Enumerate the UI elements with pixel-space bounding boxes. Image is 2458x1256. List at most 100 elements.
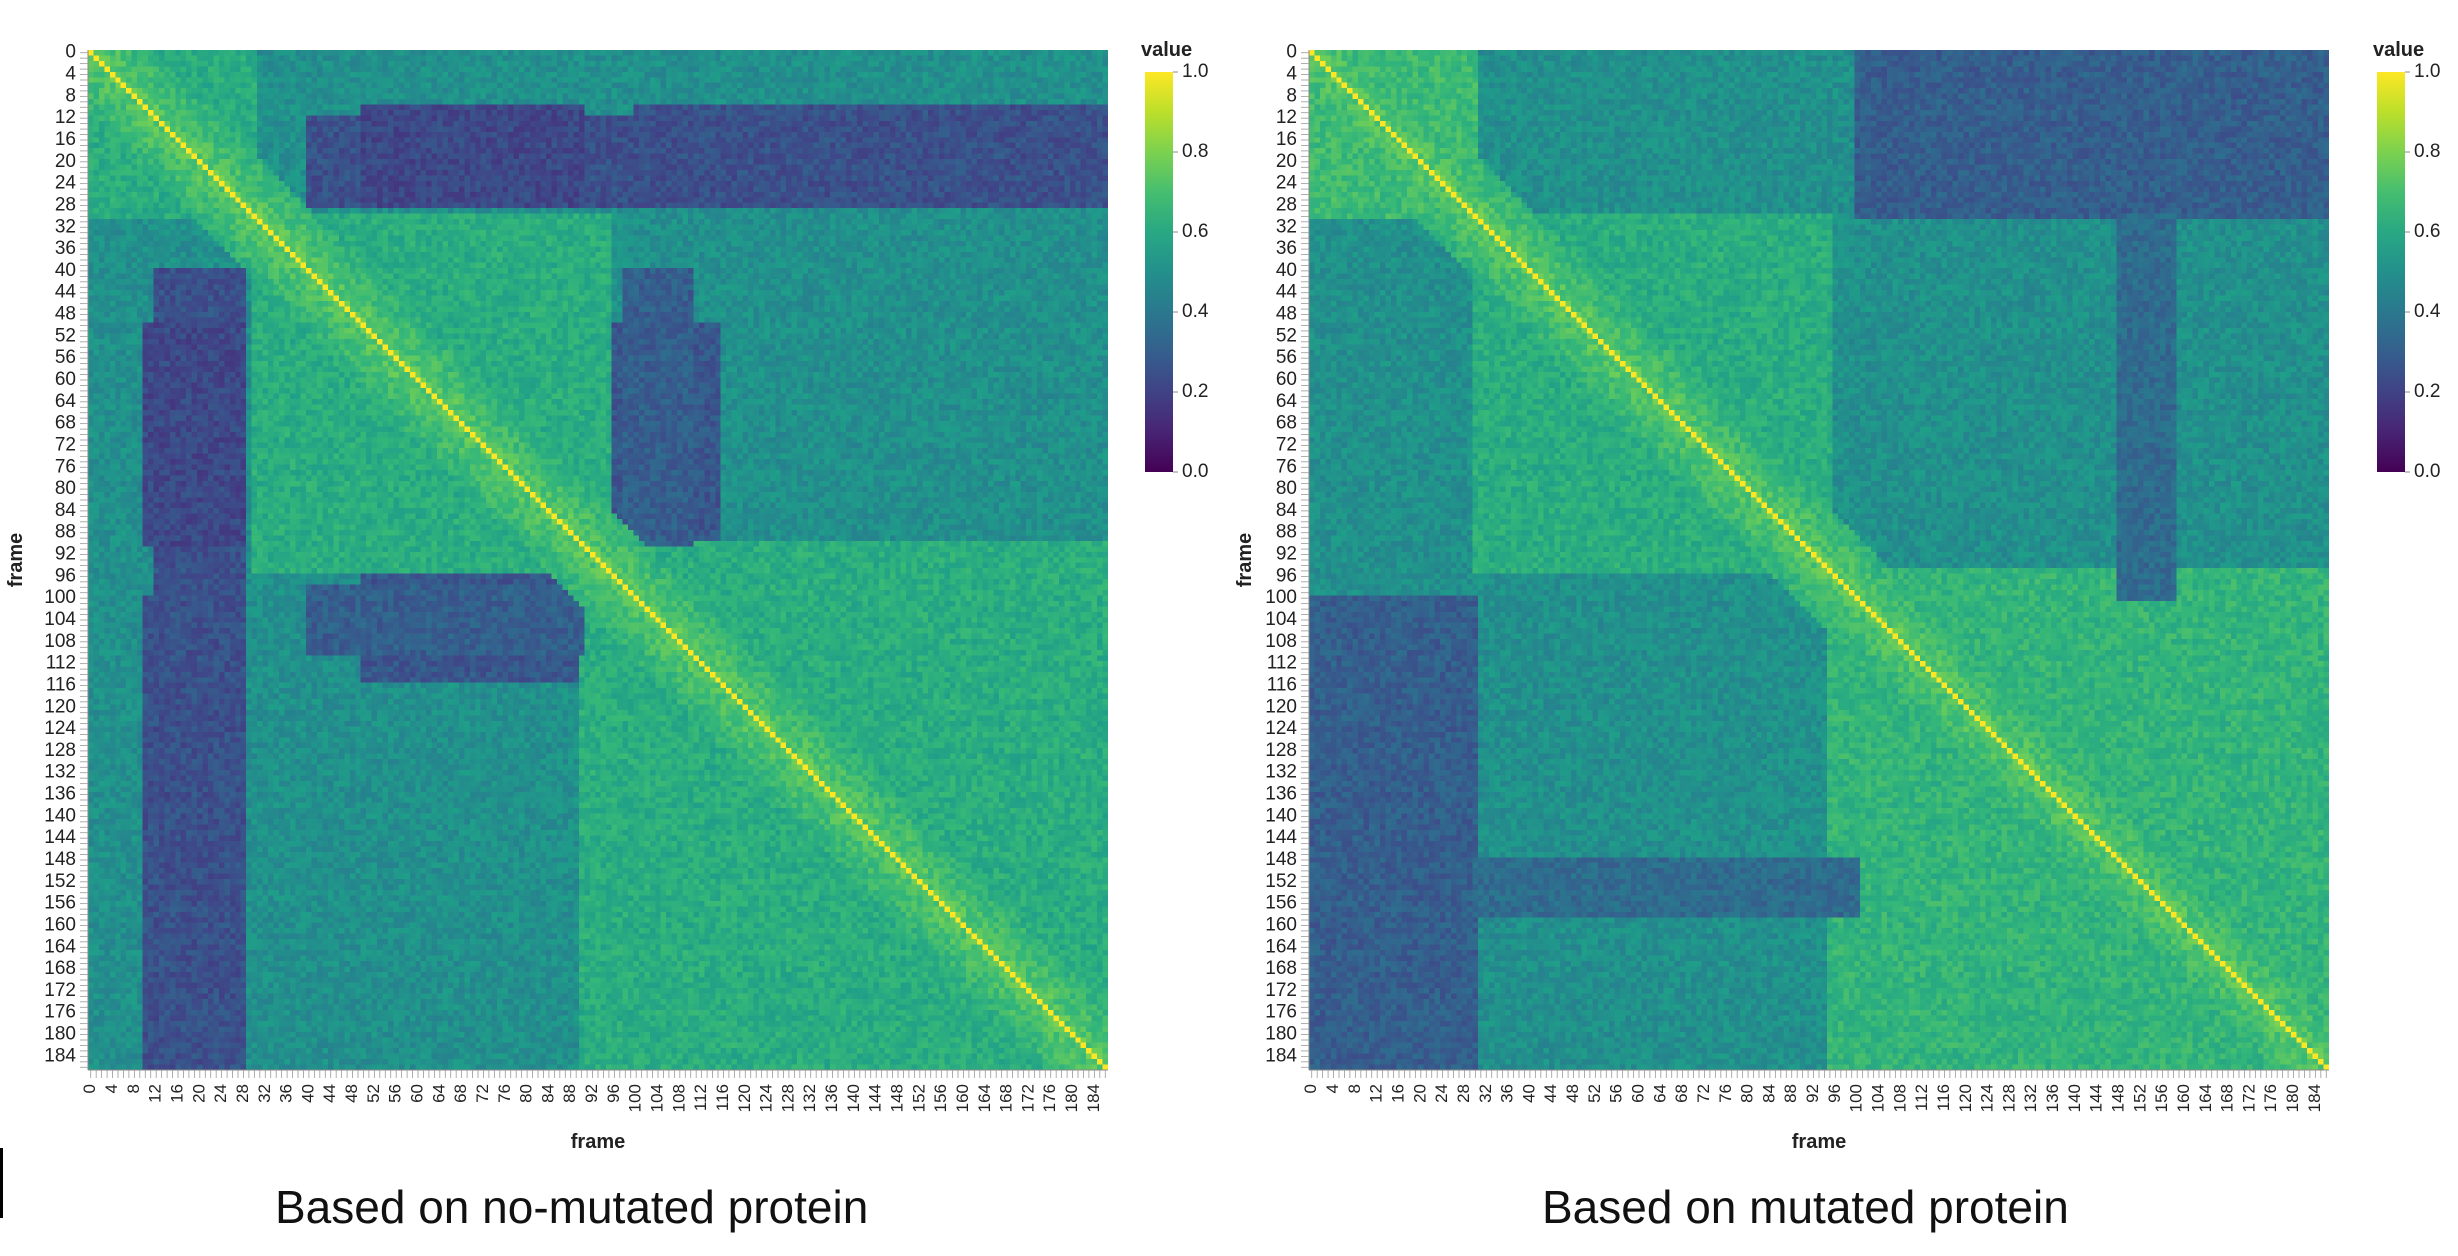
y-tick-label: 132 — [44, 762, 76, 783]
legend-colorbar — [1145, 72, 1173, 472]
x-tick-label: 144 — [866, 1084, 885, 1112]
legend-tick-label: 0.0 — [1182, 461, 1208, 482]
x-tick-label: 88 — [1781, 1084, 1800, 1103]
y-tick-label: 48 — [55, 304, 76, 325]
x-tick-label: 8 — [1345, 1084, 1364, 1093]
y-tick-label: 148 — [44, 849, 76, 870]
y-tick-label: 40 — [1276, 260, 1297, 281]
x-tick-label: 84 — [1759, 1084, 1778, 1103]
y-tick-label: 32 — [1276, 216, 1297, 237]
x-tick-label: 80 — [1738, 1084, 1757, 1103]
x-tick-label: 72 — [1694, 1084, 1713, 1103]
y-tick-label: 72 — [1276, 434, 1297, 455]
x-tick-label: 68 — [1672, 1084, 1691, 1103]
right-heatmap-chart: 0 4 8 12 16 20 24 28 32 36 40 44 48 52 56 60 64 68 72 76 80 8… — [1234, 39, 2441, 1153]
x-tick-label: 100 — [1847, 1084, 1866, 1112]
y-tick-label: 16 — [55, 129, 76, 150]
y-tick-label: 12 — [55, 107, 76, 128]
y-tick-label: 92 — [55, 544, 76, 565]
x-tick-label: 112 — [691, 1084, 710, 1111]
y-tick-label: 184 — [1265, 1045, 1297, 1066]
legend-tick-label: 0.8 — [2414, 141, 2440, 162]
x-tick-label: 128 — [1999, 1084, 2018, 1112]
x-tick-label: 68 — [451, 1084, 470, 1103]
y-tick-label: 156 — [44, 893, 76, 914]
x-tick-label: 180 — [2283, 1084, 2302, 1112]
y-tick-label: 128 — [44, 740, 76, 761]
y-tick-label: 52 — [1276, 325, 1297, 346]
x-tick-label: 40 — [298, 1084, 317, 1103]
legend-tick-label: 0.2 — [2414, 381, 2440, 402]
x-tick-label: 52 — [364, 1084, 383, 1103]
x-tick-label: 12 — [1367, 1084, 1386, 1103]
y-tick-label: 96 — [55, 565, 76, 586]
x-tick-label: 0 — [80, 1084, 99, 1093]
y-tick-label: 68 — [55, 413, 76, 434]
y-tick-label: 0 — [65, 42, 76, 63]
legend-tick-label: 0.4 — [2414, 301, 2441, 322]
legend-tick-label: 0.0 — [2414, 461, 2440, 482]
x-tick-label: 0 — [1301, 1084, 1320, 1093]
heatmap-cells — [1309, 50, 2329, 1070]
x-tick-label: 136 — [822, 1084, 841, 1112]
y-tick-label: 44 — [1276, 282, 1298, 303]
x-tick-label: 64 — [1650, 1084, 1669, 1103]
x-tick-label: 120 — [1956, 1084, 1975, 1112]
legend-tick-label: 1.0 — [1182, 61, 1208, 82]
x-tick-label: 164 — [975, 1084, 994, 1112]
y-tick-label: 144 — [44, 827, 76, 848]
y-tick-label: 160 — [44, 914, 76, 935]
x-tick-label: 48 — [1563, 1084, 1582, 1103]
y-tick-label: 88 — [1276, 522, 1297, 543]
y-tick-label: 4 — [1286, 64, 1297, 85]
y-tick-label: 172 — [1265, 980, 1297, 1001]
y-tick-label: 164 — [1265, 936, 1297, 957]
y-tick-label: 60 — [55, 369, 76, 390]
edge-marker — [0, 1148, 3, 1218]
y-tick-label: 36 — [55, 238, 76, 259]
x-tick-label: 44 — [320, 1084, 339, 1103]
x-tick-label: 84 — [538, 1084, 557, 1103]
y-tick-label: 180 — [44, 1024, 76, 1045]
caption-left: Based on no-mutated protein — [275, 1181, 869, 1233]
y-tick-label: 36 — [1276, 238, 1297, 259]
x-tick-label: 184 — [2305, 1084, 2324, 1112]
y-tick-label: 32 — [55, 216, 76, 237]
x-tick-label: 24 — [1432, 1084, 1451, 1103]
y-tick-label: 100 — [1265, 587, 1297, 608]
legend-colorbar — [2377, 72, 2405, 472]
y-tick-label: 136 — [1265, 784, 1297, 805]
y-tick-label: 60 — [1276, 369, 1297, 390]
y-tick-label: 64 — [55, 391, 77, 412]
y-tick-label: 120 — [44, 696, 76, 717]
y-tick-label: 112 — [46, 653, 76, 674]
y-tick-label: 100 — [44, 587, 76, 608]
y-tick-label: 56 — [55, 347, 76, 368]
x-tick-label: 60 — [1628, 1084, 1647, 1103]
x-tick-label: 168 — [2218, 1084, 2237, 1112]
x-tick-label: 172 — [1018, 1084, 1037, 1112]
x-tick-label: 112 — [1912, 1084, 1931, 1111]
y-tick-label: 48 — [1276, 304, 1297, 325]
x-tick-label: 184 — [1084, 1084, 1103, 1112]
x-tick-label: 140 — [844, 1084, 863, 1112]
y-tick-label: 140 — [1265, 805, 1297, 826]
x-tick-label: 164 — [2196, 1084, 2215, 1112]
y-tick-label: 76 — [55, 456, 76, 477]
x-tick-label: 156 — [2152, 1084, 2171, 1112]
x-tick-label: 20 — [1410, 1084, 1429, 1103]
x-tick-label: 144 — [2087, 1084, 2106, 1112]
y-tick-label: 144 — [1265, 827, 1297, 848]
y-tick-label: 104 — [1265, 609, 1297, 630]
y-tick-label: 28 — [1276, 194, 1297, 215]
x-tick-label: 160 — [2174, 1084, 2193, 1112]
y-tick-label: 124 — [44, 718, 76, 739]
y-tick-label: 184 — [44, 1045, 76, 1066]
y-tick-label: 96 — [1276, 565, 1297, 586]
y-tick-label: 72 — [55, 434, 76, 455]
x-tick-label: 8 — [124, 1084, 143, 1093]
legend-tick-label: 1.0 — [2414, 61, 2440, 82]
x-tick-label: 32 — [255, 1084, 274, 1103]
x-tick-label: 20 — [189, 1084, 208, 1103]
y-tick-label: 168 — [44, 958, 76, 979]
